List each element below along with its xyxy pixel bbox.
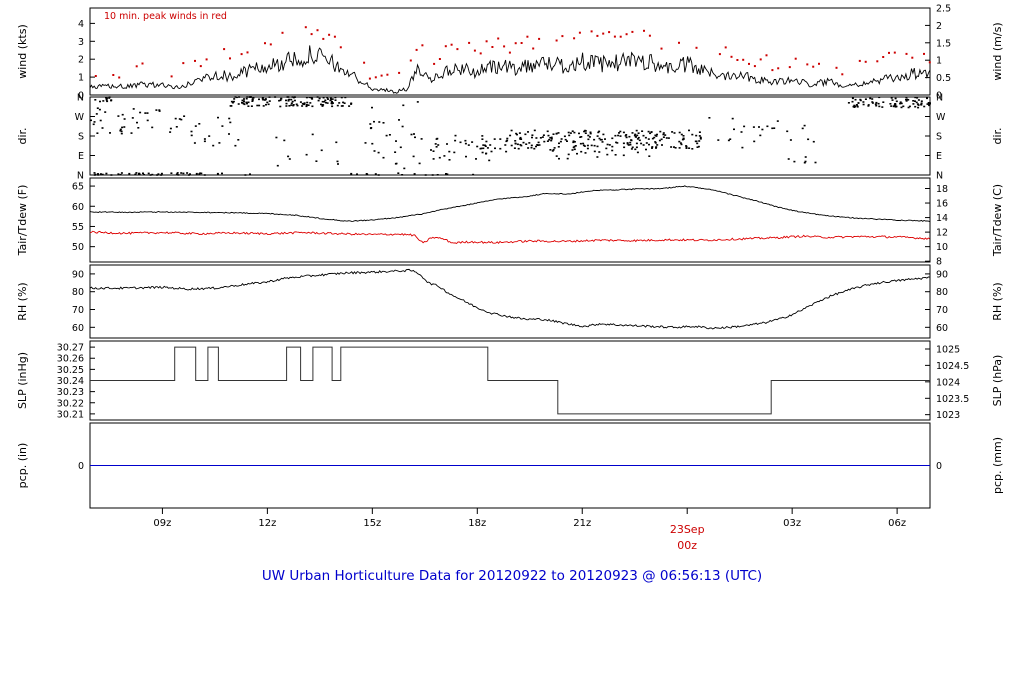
svg-text:wind (m/s): wind (m/s) xyxy=(991,22,1004,80)
svg-text:30.21: 30.21 xyxy=(57,409,84,420)
panel-temp: 50 55 60 65 8 10 12 14 16 18 Tair/Tdew (F) Tair/Tde… xyxy=(16,177,1004,268)
svg-text:03z: 03z xyxy=(783,518,801,529)
svg-text:55: 55 xyxy=(72,222,84,233)
svg-text:W: W xyxy=(936,112,946,123)
svg-text:60: 60 xyxy=(72,323,84,334)
svg-text:30.22: 30.22 xyxy=(57,398,84,409)
svg-text:90: 90 xyxy=(72,269,84,280)
svg-text:1.5: 1.5 xyxy=(936,38,951,49)
x-axis: 09z 12z 15z 18z 21z 23Sep 00z 03z 06z xyxy=(153,508,906,552)
svg-text:30.26: 30.26 xyxy=(57,354,84,365)
svg-text:1024.5: 1024.5 xyxy=(936,361,969,372)
svg-text:E: E xyxy=(936,151,942,162)
svg-text:70: 70 xyxy=(936,305,948,316)
svg-text:80: 80 xyxy=(936,287,948,298)
svg-text:06z: 06z xyxy=(888,518,906,529)
svg-text:15z: 15z xyxy=(363,518,381,529)
peak-winds-annotation: 10 min. peak winds in red xyxy=(104,11,227,22)
svg-text:S: S xyxy=(936,132,942,143)
svg-text:2: 2 xyxy=(936,21,942,32)
svg-text:09z: 09z xyxy=(153,518,171,529)
panel-wind: 0 1 2 3 4 0 0.5 1 1.5 2 2.5 wind (kts) wind (m/s) xyxy=(16,4,1004,102)
svg-text:60: 60 xyxy=(936,323,948,334)
svg-text:70: 70 xyxy=(72,305,84,316)
svg-text:1: 1 xyxy=(936,56,942,67)
svg-text:SLP (inHg): SLP (inHg) xyxy=(16,352,29,409)
svg-text:1023: 1023 xyxy=(936,410,960,421)
svg-text:4: 4 xyxy=(78,19,84,30)
svg-text:dir.: dir. xyxy=(991,127,1004,144)
svg-text:16: 16 xyxy=(936,199,948,210)
svg-text:Tair/Tdew (C): Tair/Tdew (C) xyxy=(991,184,1004,257)
svg-text:pcp. (mm): pcp. (mm) xyxy=(991,437,1004,494)
svg-text:2: 2 xyxy=(78,55,84,66)
svg-text:0: 0 xyxy=(78,91,84,102)
svg-text:65: 65 xyxy=(72,182,84,193)
svg-text:50: 50 xyxy=(72,242,84,253)
svg-text:1: 1 xyxy=(78,73,84,84)
svg-text:N: N xyxy=(77,93,84,104)
svg-text:18: 18 xyxy=(936,184,948,195)
svg-text:0: 0 xyxy=(936,91,942,102)
svg-text:10: 10 xyxy=(936,242,948,253)
svg-text:Tair/Tdew (F): Tair/Tdew (F) xyxy=(16,185,29,257)
svg-text:N: N xyxy=(77,171,84,182)
svg-text:30.24: 30.24 xyxy=(57,376,84,387)
svg-text:1025: 1025 xyxy=(936,345,960,356)
svg-text:60: 60 xyxy=(72,202,84,213)
svg-text:30.23: 30.23 xyxy=(57,387,84,398)
svg-text:S: S xyxy=(78,132,84,143)
svg-text:W: W xyxy=(75,112,85,123)
svg-text:80: 80 xyxy=(72,287,84,298)
svg-text:14: 14 xyxy=(936,213,948,224)
svg-text:E: E xyxy=(78,151,84,162)
svg-text:18z: 18z xyxy=(468,518,486,529)
svg-text:12z: 12z xyxy=(258,518,276,529)
svg-text:RH (%): RH (%) xyxy=(16,282,29,320)
svg-text:30.27: 30.27 xyxy=(57,343,84,354)
svg-text:pcp. (in): pcp. (in) xyxy=(16,443,29,489)
svg-text:0: 0 xyxy=(78,461,84,472)
svg-text:1023.5: 1023.5 xyxy=(936,394,969,405)
svg-text:1024: 1024 xyxy=(936,377,960,388)
svg-text:00z: 00z xyxy=(677,539,697,552)
panel-pcp: 0 0 pcp. (in) pcp. (mm) xyxy=(16,422,1004,509)
svg-text:SLP (hPa): SLP (hPa) xyxy=(991,355,1004,407)
svg-text:3: 3 xyxy=(78,37,84,48)
svg-text:23Sep: 23Sep xyxy=(670,523,705,536)
svg-text:30.25: 30.25 xyxy=(57,365,84,376)
svg-text:21z: 21z xyxy=(573,518,591,529)
svg-text:wind (kts): wind (kts) xyxy=(16,24,29,79)
svg-text:N: N xyxy=(936,93,943,104)
svg-text:0: 0 xyxy=(936,461,942,472)
svg-text:12: 12 xyxy=(936,228,948,239)
panel-rh: 60 70 80 90 60 70 80 90 RH (%) RH (%) xyxy=(16,264,1004,339)
svg-text:0.5: 0.5 xyxy=(936,73,951,84)
figure-title: UW Urban Horticulture Data for 20120922 … xyxy=(261,568,763,584)
svg-text:90: 90 xyxy=(936,269,948,280)
svg-text:dir.: dir. xyxy=(16,127,29,144)
svg-text:2.5: 2.5 xyxy=(936,4,951,15)
svg-text:8: 8 xyxy=(936,257,942,268)
svg-text:RH (%): RH (%) xyxy=(991,282,1004,320)
svg-text:N: N xyxy=(936,171,943,182)
